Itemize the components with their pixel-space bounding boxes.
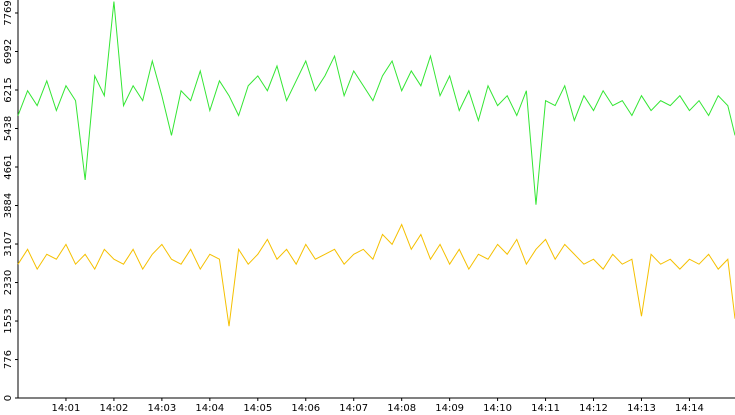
y-tick-label: 0 xyxy=(3,395,14,401)
x-tick-label: 14:02 xyxy=(100,403,129,414)
series-line xyxy=(17,223,735,327)
y-tick-label: 2330 xyxy=(3,270,14,295)
y-tick-label: 7769 xyxy=(3,0,14,25)
y-tick-label: 1553 xyxy=(3,308,14,333)
x-tick-label: 14:09 xyxy=(435,403,464,414)
y-tick-label: 4661 xyxy=(3,154,14,179)
x-tick-label: 14:13 xyxy=(627,403,656,414)
x-tick-label: 14:12 xyxy=(579,403,608,414)
y-tick-label: 6215 xyxy=(3,77,14,102)
x-tick-label: 14:08 xyxy=(387,403,416,414)
y-tick-label: 5438 xyxy=(3,116,14,141)
x-tick-label: 14:06 xyxy=(291,403,320,414)
x-tick-label: 14:03 xyxy=(147,403,176,414)
x-tick-label: 14:04 xyxy=(195,403,224,414)
y-tick-label: 3107 xyxy=(3,231,14,256)
series-line xyxy=(17,1,735,205)
x-tick-label: 14:07 xyxy=(339,403,368,414)
y-tick-label: 3884 xyxy=(3,193,14,218)
y-tick-label: 6992 xyxy=(3,39,14,64)
x-tick-label: 14:05 xyxy=(243,403,272,414)
x-tick-label: 14:10 xyxy=(483,403,512,414)
y-tick-label: 776 xyxy=(3,350,14,369)
x-tick-label: 14:01 xyxy=(52,403,81,414)
x-tick-label: 14:14 xyxy=(675,403,704,414)
x-tick-label: 14:11 xyxy=(531,403,560,414)
